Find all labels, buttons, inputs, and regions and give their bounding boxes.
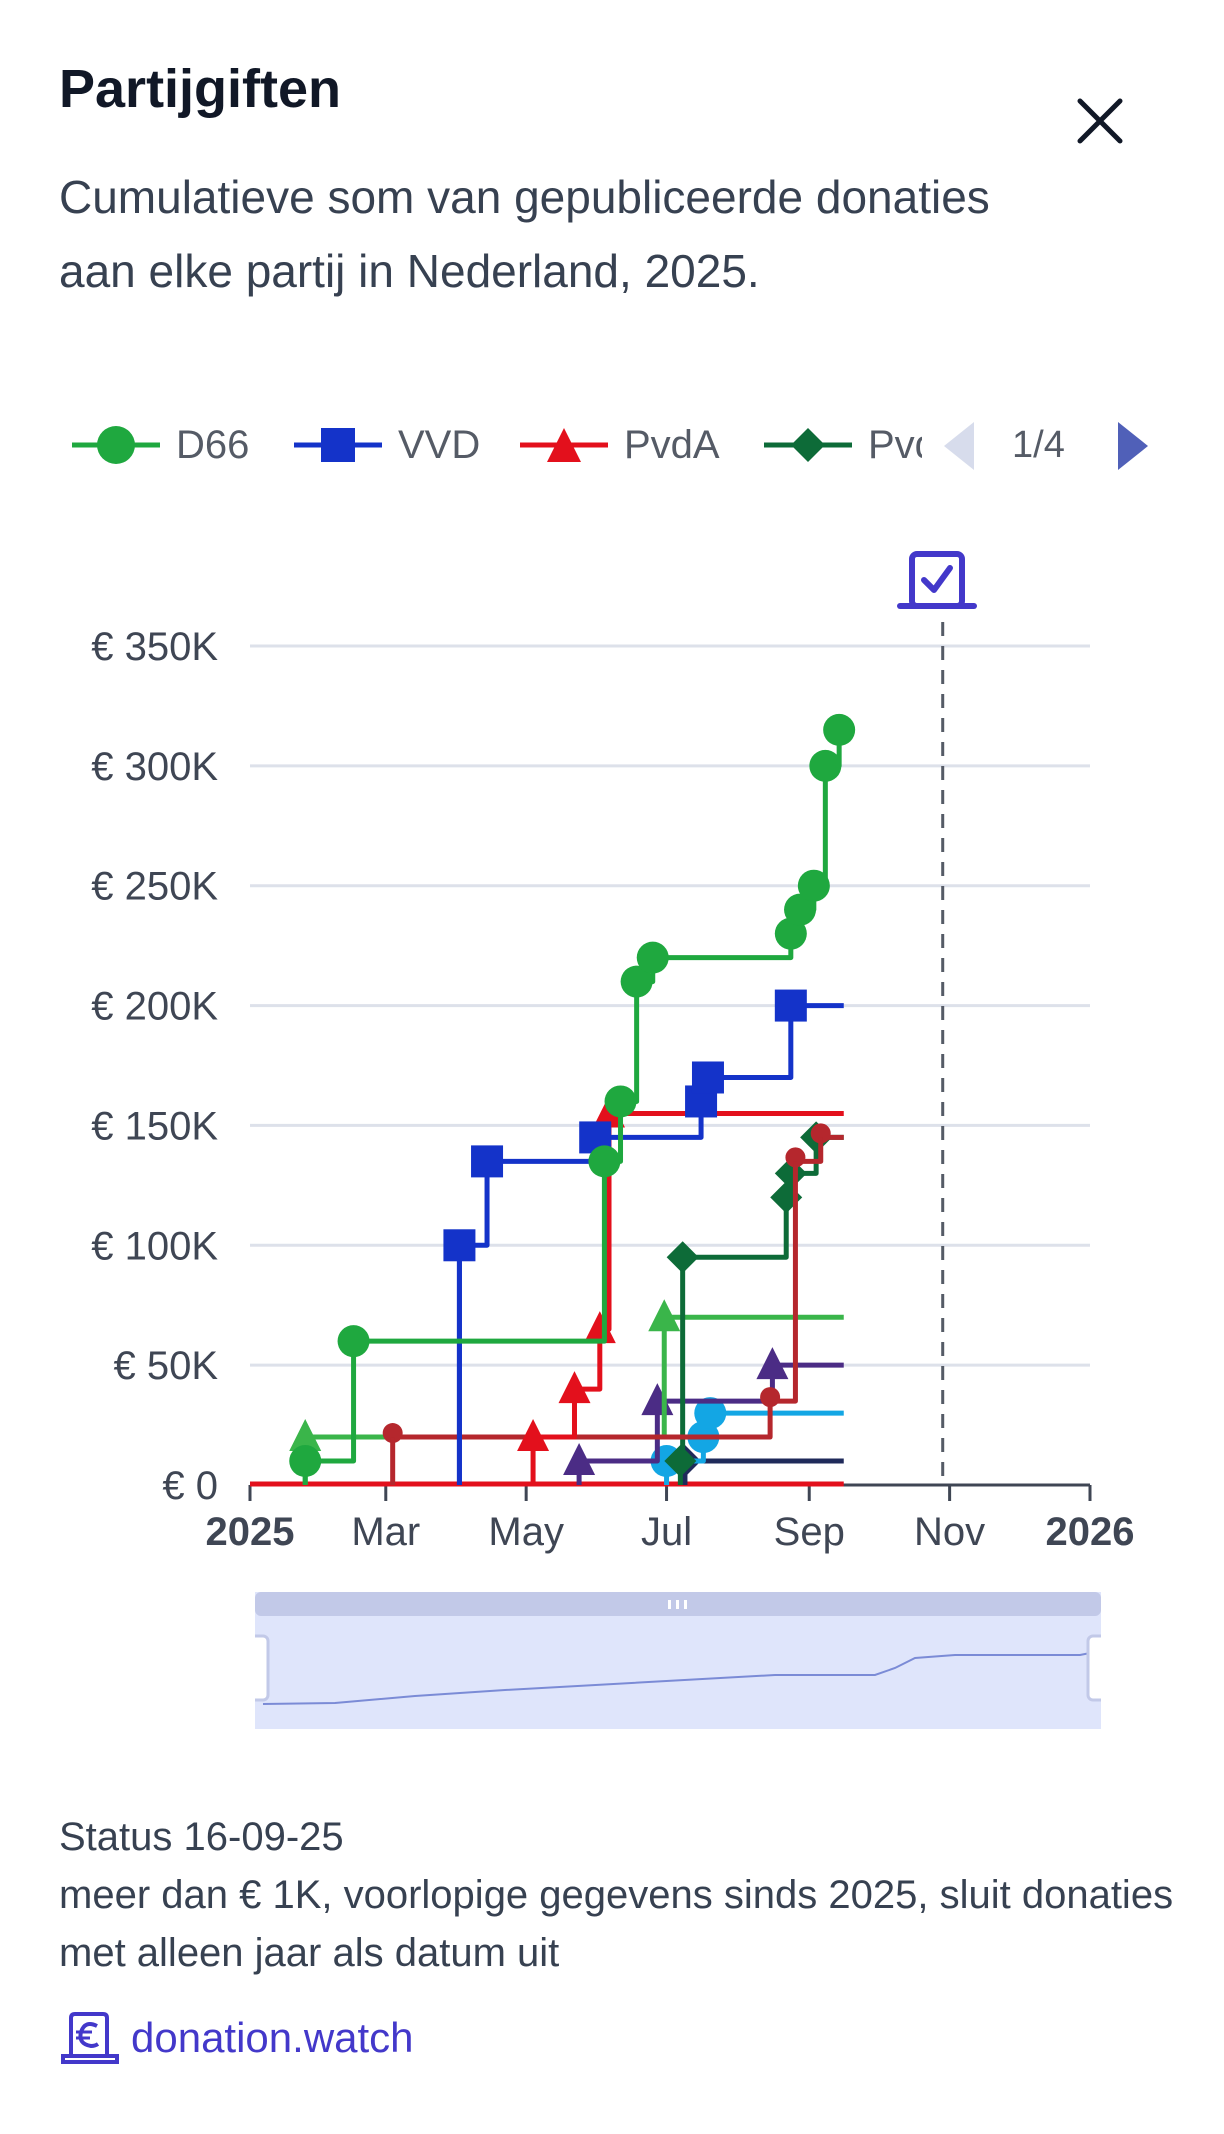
legend-label: D66 (176, 422, 250, 467)
legend-label: PvdD (868, 422, 922, 467)
footer: Status 16-09-25 meer dan € 1K, voorlopig… (59, 1808, 1179, 1982)
donations-chart: € 0 € 50K € 100K € 150K € 200K € 250K € 300K € … (91, 551, 1134, 1554)
pvda-series (517, 1095, 844, 1485)
navigator-right-handle[interactable] (1086, 1634, 1101, 1702)
vvd-point (774, 989, 807, 1022)
series-6-point (289, 1419, 322, 1452)
y-tick-label: € 0 (162, 1464, 218, 1508)
ballot-box-icon (897, 551, 977, 609)
series-4-point (760, 1387, 781, 1416)
pvdd-point (664, 1445, 697, 1478)
vvd-point (691, 1061, 724, 1094)
legend-item-pvda[interactable]: PvdA (518, 410, 720, 480)
d66-point (604, 1085, 637, 1118)
series-7-point (563, 1443, 596, 1476)
pvda-point (517, 1419, 550, 1452)
series-6-point (648, 1299, 681, 1332)
page-subtitle: Cumulatieve som van gepubliceerde donati… (59, 171, 990, 297)
y-tick-label: € 350K (91, 625, 218, 669)
vvd-point (471, 1145, 504, 1178)
axes: € 0 € 50K € 100K € 150K € 200K € 250K € 300K € … (91, 625, 1134, 1554)
legend-marker (72, 426, 160, 464)
d66-point (289, 1445, 322, 1478)
series-9-series (668, 1445, 844, 1485)
chart-legend: D66 VVD PvdA PvdD 1/4 (0, 410, 1224, 480)
legend-label: VVD (398, 422, 481, 467)
legend-items: D66 VVD PvdA PvdD (70, 410, 922, 480)
d66-point (784, 893, 817, 926)
range-navigator[interactable] (255, 1592, 1101, 1729)
page-title: Partijgiften (59, 59, 342, 119)
pvda-line (530, 1110, 844, 1485)
grip-icon[interactable] (668, 1600, 687, 1609)
legend-marker (764, 428, 852, 462)
series-4-series (382, 1123, 844, 1485)
election-marker (897, 551, 977, 1485)
navigator-left-handle[interactable] (255, 1634, 270, 1702)
series (289, 713, 856, 1485)
d66-point (636, 941, 669, 974)
legend-item-pvdd[interactable]: PvdD (762, 410, 922, 480)
close-icon[interactable] (1074, 95, 1126, 147)
legend-prev-icon[interactable] (940, 418, 980, 488)
pvda-point (583, 1311, 616, 1344)
legend-page-indicator: 1/4 (1012, 424, 1065, 466)
y-tick-label: € 300K (91, 745, 218, 789)
legend-marker (294, 428, 382, 462)
d66-point (809, 749, 842, 782)
x-tick-label: Nov (914, 1510, 985, 1554)
series-9-line (682, 1458, 844, 1485)
source-label[interactable]: donation.watch (131, 2014, 414, 2061)
d66-point (797, 869, 830, 902)
legend-symbol (547, 428, 581, 462)
x-tick-label: May (488, 1510, 564, 1554)
d66-point (620, 965, 653, 998)
vvd-series (443, 989, 844, 1485)
series-7-point (756, 1347, 789, 1380)
euro-document-icon (61, 2012, 119, 2064)
d66-point (337, 1325, 370, 1358)
legend-label: PvdA (624, 422, 720, 467)
y-tick-label: € 250K (91, 865, 218, 909)
x-tick-label: 2026 (1046, 1510, 1135, 1554)
legend-next-icon[interactable] (1112, 418, 1152, 488)
legend-symbol (321, 428, 355, 462)
x-tick-label: Mar (351, 1510, 420, 1554)
legend-marker (520, 428, 608, 462)
pvda-point (558, 1371, 591, 1404)
pvdd-point (774, 1157, 807, 1190)
legend-item-vvd[interactable]: VVD (292, 410, 480, 480)
d66-point (823, 713, 856, 746)
pvdd-point (666, 1241, 699, 1274)
series-8-point (694, 1397, 727, 1430)
vvd-line (456, 1003, 844, 1485)
d66-point (588, 1145, 621, 1178)
legend-symbol (97, 426, 135, 464)
footer-note: meer dan € 1K, voorlopige gegevens sinds… (59, 1873, 1174, 1975)
source-link[interactable]: donation.watch (59, 2008, 414, 2068)
vvd-point (443, 1229, 476, 1262)
legend-symbol (791, 428, 825, 462)
series-4-point (810, 1123, 831, 1152)
y-tick-label: € 50K (113, 1344, 218, 1388)
status-text: Status 16-09-25 (59, 1815, 344, 1859)
x-tick-label: Jul (641, 1510, 692, 1554)
x-tick-label: 2025 (206, 1510, 295, 1554)
d66-series (289, 713, 856, 1485)
series-4-point (382, 1423, 403, 1452)
d66-point (774, 917, 807, 950)
x-tick-label: Sep (774, 1510, 845, 1554)
gridlines (250, 644, 1090, 1367)
legend-item-d66[interactable]: D66 (70, 410, 249, 480)
y-tick-label: € 200K (91, 985, 218, 1029)
y-tick-label: € 150K (91, 1104, 218, 1148)
y-tick-label: € 100K (91, 1224, 218, 1268)
series-4-point (785, 1147, 806, 1176)
